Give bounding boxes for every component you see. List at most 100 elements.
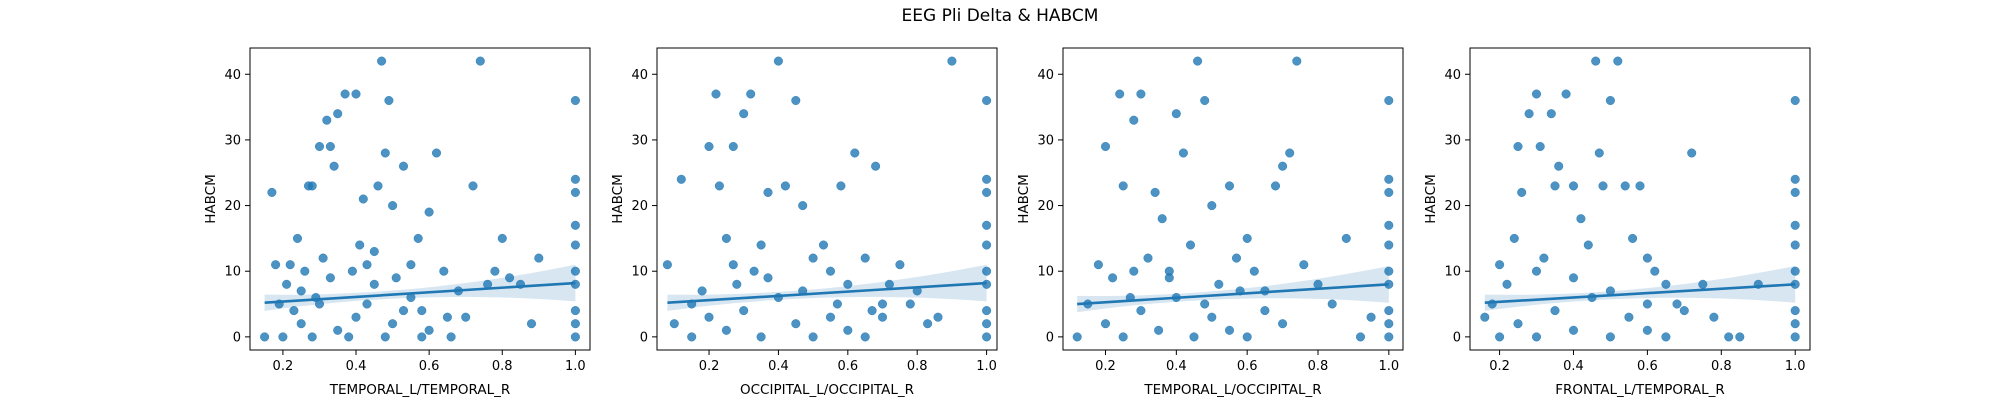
data-point bbox=[424, 325, 434, 335]
data-point bbox=[1207, 201, 1217, 211]
data-point bbox=[871, 161, 881, 171]
data-point bbox=[982, 266, 992, 276]
data-point bbox=[1495, 260, 1505, 270]
data-point bbox=[982, 332, 992, 342]
x-tick-label: 1.0 bbox=[1785, 359, 1806, 374]
data-point bbox=[843, 279, 853, 289]
data-point bbox=[351, 89, 361, 99]
y-tick-label: 10 bbox=[224, 265, 241, 280]
data-point bbox=[1200, 299, 1210, 309]
x-tick-label: 1.0 bbox=[1378, 359, 1399, 374]
data-point bbox=[417, 306, 427, 316]
data-point bbox=[1278, 161, 1288, 171]
data-point bbox=[982, 95, 992, 106]
data-point bbox=[746, 89, 756, 99]
y-tick-label: 40 bbox=[1037, 68, 1054, 83]
data-point bbox=[687, 332, 697, 342]
data-point bbox=[570, 220, 580, 230]
regression-line bbox=[1077, 283, 1389, 306]
y-axis-label: HABCM bbox=[1423, 174, 1439, 224]
data-point bbox=[749, 266, 759, 276]
data-point bbox=[732, 279, 742, 289]
data-point bbox=[1157, 214, 1167, 224]
y-axis-label: HABCM bbox=[610, 174, 626, 224]
data-point bbox=[1341, 233, 1351, 243]
data-point bbox=[791, 319, 801, 329]
x-tick-label: 1.0 bbox=[976, 359, 997, 374]
data-point bbox=[1513, 141, 1523, 152]
data-point bbox=[1384, 266, 1394, 276]
y-tick-label: 30 bbox=[631, 133, 648, 148]
data-point bbox=[406, 260, 416, 270]
data-point bbox=[1605, 95, 1615, 106]
data-point bbox=[860, 253, 870, 263]
data-point bbox=[1355, 332, 1366, 342]
y-tick-label: 40 bbox=[224, 68, 241, 83]
data-point bbox=[1108, 273, 1118, 283]
data-point bbox=[570, 306, 580, 316]
data-point bbox=[1790, 266, 1800, 276]
data-point bbox=[1790, 332, 1800, 342]
data-point bbox=[369, 246, 379, 257]
data-point bbox=[1635, 181, 1645, 191]
subplot-4: 0.2 0.4 0.6 0.8 1.0 0 10 20 30 40 FRONTAL_L/TEMPOR… bbox=[1423, 47, 1811, 398]
x-axis-label: TEMPORAL_L/TEMPORAL_R bbox=[329, 382, 511, 398]
data-point bbox=[1672, 299, 1682, 309]
data-point bbox=[1154, 325, 1164, 335]
data-point bbox=[439, 266, 449, 276]
data-point bbox=[1384, 174, 1394, 184]
x-tick-label: 0.2 bbox=[1489, 359, 1510, 374]
data-point bbox=[1495, 332, 1505, 342]
data-point bbox=[300, 266, 310, 276]
data-point bbox=[1531, 266, 1542, 276]
x-tick-label: 0.2 bbox=[273, 359, 294, 374]
data-point bbox=[1550, 181, 1560, 191]
data-point bbox=[808, 253, 818, 263]
data-point bbox=[1624, 312, 1634, 322]
data-point bbox=[570, 187, 580, 197]
data-point bbox=[1790, 187, 1800, 197]
x-tick-label: 0.4 bbox=[1563, 359, 1584, 374]
data-point bbox=[285, 260, 295, 270]
data-point bbox=[721, 233, 731, 243]
data-point bbox=[1118, 332, 1128, 342]
axes-frame bbox=[1062, 47, 1404, 351]
data-point bbox=[1292, 56, 1302, 66]
data-point bbox=[798, 201, 808, 211]
data-point bbox=[1568, 181, 1579, 191]
data-point bbox=[1790, 220, 1800, 230]
data-point bbox=[1224, 325, 1235, 335]
data-point bbox=[1384, 187, 1394, 197]
x-tick-label: 0.6 bbox=[419, 359, 440, 374]
y-tick-label: 40 bbox=[631, 68, 648, 83]
data-point bbox=[808, 332, 818, 342]
data-point bbox=[325, 273, 335, 283]
data-point bbox=[490, 266, 500, 276]
data-point bbox=[1366, 312, 1376, 322]
data-point bbox=[704, 141, 714, 152]
data-point bbox=[1384, 95, 1394, 106]
x-tick-label: 0.4 bbox=[768, 359, 789, 374]
data-point bbox=[377, 56, 387, 66]
data-point bbox=[1709, 312, 1719, 322]
data-point bbox=[1100, 141, 1111, 152]
data-point bbox=[1790, 306, 1800, 316]
y-tick-label: 0 bbox=[1453, 330, 1461, 345]
data-point bbox=[358, 194, 368, 204]
data-point bbox=[1539, 253, 1549, 263]
data-point bbox=[1591, 56, 1601, 66]
data-point bbox=[267, 187, 277, 197]
data-point bbox=[1679, 306, 1689, 316]
data-point bbox=[669, 319, 679, 329]
data-point bbox=[1384, 240, 1394, 250]
data-point bbox=[1278, 319, 1288, 329]
data-point bbox=[923, 319, 933, 329]
data-point bbox=[1568, 273, 1579, 283]
data-point bbox=[1524, 109, 1534, 119]
data-point bbox=[728, 260, 738, 270]
data-point bbox=[1249, 266, 1259, 276]
data-point bbox=[739, 306, 749, 316]
confidence-band bbox=[1484, 266, 1796, 311]
data-point bbox=[1531, 332, 1542, 342]
data-point bbox=[1642, 325, 1652, 335]
